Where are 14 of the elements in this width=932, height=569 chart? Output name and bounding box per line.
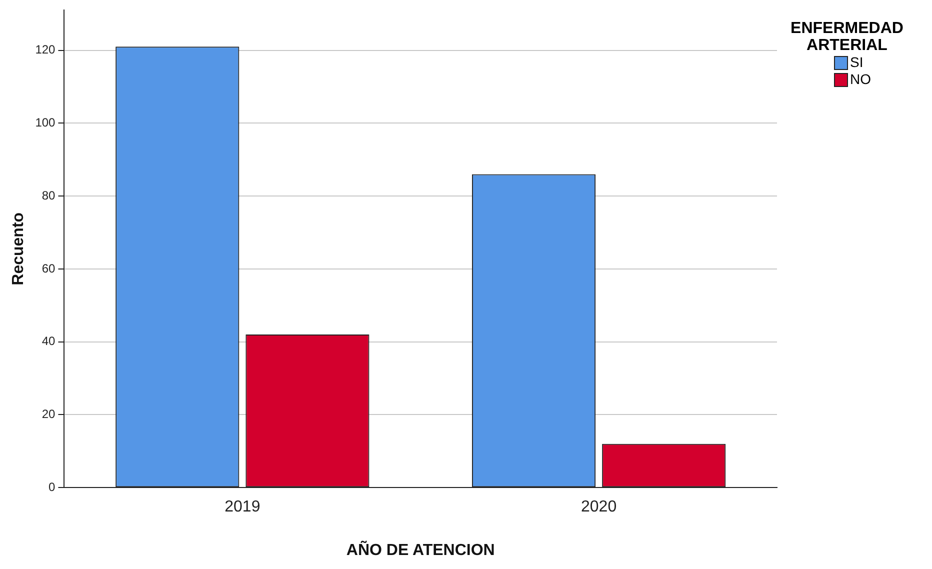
legend-label: NO (850, 71, 871, 88)
y-tick-label: 0 (48, 480, 56, 494)
x-axis-title: AÑO DE ATENCION (346, 540, 495, 559)
y-tick-label: 80 (42, 188, 56, 202)
x-tick-label: 2020 (581, 498, 617, 516)
y-tick-label: 100 (35, 115, 56, 130)
legend-label: SI (850, 54, 864, 71)
y-axis-title: Recuento (10, 212, 28, 286)
x-tick-label: 2019 (224, 498, 260, 516)
y-tick-label: 120 (35, 42, 56, 57)
legend-title: ENFERMEDAD ARTERIAL (790, 20, 904, 54)
y-tick-label: 40 (42, 334, 56, 348)
y-tick-label: 20 (42, 407, 56, 422)
y-tick-label: 60 (42, 261, 56, 276)
